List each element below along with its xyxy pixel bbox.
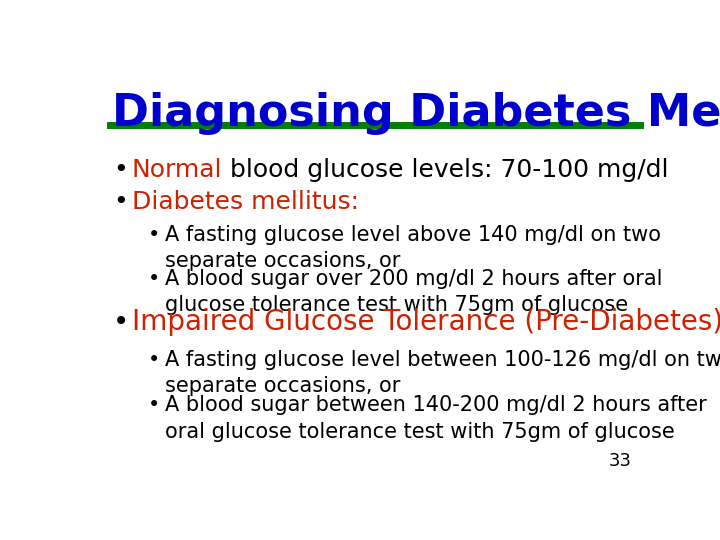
Text: •: •	[148, 225, 161, 245]
Text: A fasting glucose level above 140 mg/dl on two
separate occasions, or: A fasting glucose level above 140 mg/dl …	[166, 225, 662, 271]
Text: •: •	[148, 268, 161, 288]
Text: blood glucose levels: 70-100 mg/dl: blood glucose levels: 70-100 mg/dl	[222, 158, 669, 183]
Text: •: •	[148, 395, 161, 415]
Text: Normal: Normal	[132, 158, 222, 183]
Text: A blood sugar between 140-200 mg/dl 2 hours after
oral glucose tolerance test wi: A blood sugar between 140-200 mg/dl 2 ho…	[166, 395, 707, 442]
Text: •: •	[112, 308, 129, 336]
Text: •: •	[148, 349, 161, 369]
Text: A fasting glucose level between 100-126 mg/dl on two
separate occasions, or: A fasting glucose level between 100-126 …	[166, 349, 720, 396]
Text: Diabetes mellitus:: Diabetes mellitus:	[132, 190, 359, 213]
Text: •: •	[113, 158, 128, 183]
Text: Diagnosing Diabetes Mellitus: Diagnosing Diabetes Mellitus	[112, 92, 720, 135]
Text: •: •	[113, 190, 128, 213]
Text: 33: 33	[608, 452, 631, 470]
Text: A blood sugar over 200 mg/dl 2 hours after oral
glucose tolerance test with 75gm: A blood sugar over 200 mg/dl 2 hours aft…	[166, 268, 663, 315]
Text: Impaired Glucose Tolerance (Pre-Diabetes): Impaired Glucose Tolerance (Pre-Diabetes…	[132, 308, 720, 336]
